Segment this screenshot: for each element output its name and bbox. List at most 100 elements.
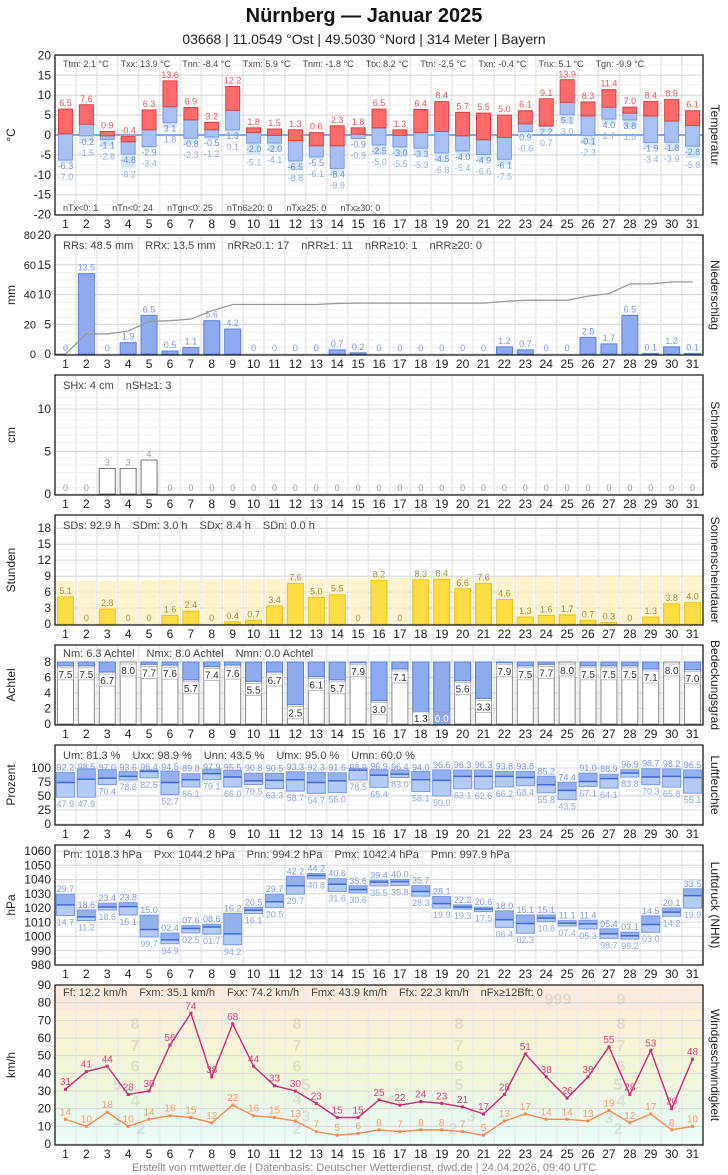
y-axis-title: °C: [4, 128, 18, 142]
min-label: 63.1: [454, 791, 472, 801]
max-label: 03.1: [621, 922, 639, 932]
cumulative-precip-line: [55, 281, 693, 355]
range-box-upper: [285, 771, 305, 781]
wind-mean-label: 13: [290, 1109, 302, 1120]
sunshine-label: 7.6: [289, 573, 302, 583]
x-tick-label: 23: [519, 627, 533, 641]
panel-title: Schneehöhe: [708, 401, 722, 469]
x-tick-label: 7: [188, 357, 195, 371]
max-label: 92.2: [57, 762, 75, 772]
beaufort-digit: 6: [455, 1058, 464, 1075]
beaufort-digit: 4: [386, 1094, 395, 1111]
tgmin-label: -4.1: [267, 155, 283, 165]
stat-value: Nm: 6.3 Achtel: [63, 648, 135, 660]
min-label: 54.7: [308, 795, 326, 805]
beaufort-digit: 3: [467, 1109, 476, 1126]
cloud-fill: [307, 661, 325, 678]
x-tick-label: 7: [188, 827, 195, 841]
x-tick-label: 7: [188, 1147, 195, 1161]
wind-mean-label: 6: [355, 1121, 361, 1132]
x-tick-label: 20: [456, 1147, 470, 1161]
max-label: 20.1: [663, 898, 681, 908]
wind-mean-label: 13: [582, 1109, 594, 1120]
y-tick-label: 100: [31, 761, 51, 775]
x-tick-label: 23: [519, 217, 533, 231]
precip-bar: [140, 314, 158, 355]
range-box-upper: [285, 875, 305, 887]
x-tick-label: 7: [188, 967, 195, 981]
min-label: 66.0: [224, 789, 242, 799]
snow-label: 0: [418, 483, 423, 493]
precip-label: 6.5: [624, 304, 637, 314]
y-tick-label: 20: [38, 1102, 52, 1116]
wind-gust-point: [356, 1116, 360, 1119]
y-tick-label-cumulative: 0: [30, 349, 36, 361]
sunshine-bar: [663, 603, 681, 625]
tmin-label: -3.3: [413, 149, 429, 159]
cloud-label-box: [203, 668, 221, 681]
range-box-lower: [285, 779, 305, 792]
tmax-label: 6.5: [59, 98, 72, 108]
wind-gust-point: [440, 1101, 444, 1105]
wind-gust-point: [628, 1093, 632, 1097]
cloud-label-box: [182, 681, 200, 695]
wind-gust-point: [293, 1089, 297, 1093]
x-tick-label: 13: [310, 217, 324, 231]
x-tick-label: 12: [289, 827, 303, 841]
range-box-lower: [641, 776, 661, 786]
wind-mean-point: [544, 1117, 548, 1121]
sunshine-bar: [328, 594, 346, 625]
sunshine-label: 0: [627, 613, 632, 623]
max-label: 95.5: [224, 763, 242, 773]
range-box-upper: [306, 771, 326, 784]
x-tick-label: 1: [62, 627, 69, 641]
precip-bar: [600, 343, 618, 355]
y-tick-label: 0: [44, 817, 51, 831]
x-tick-label: 21: [477, 217, 491, 231]
max-label: 15.0: [140, 905, 158, 915]
cloud-label: 7.9: [351, 667, 365, 678]
x-tick-label: 31: [686, 1147, 700, 1161]
snow-label: 0: [356, 483, 361, 493]
x-tick-label: 29: [644, 357, 658, 371]
tmin-label: -6.5: [288, 162, 304, 172]
tgmin-label: -2.3: [183, 150, 199, 160]
y-axis-title: km/h: [4, 1052, 18, 1078]
x-tick-label: 14: [331, 727, 345, 741]
beaufort-digit: 5: [455, 1077, 464, 1094]
x-tick-label: 23: [519, 1147, 533, 1161]
range-box-lower: [474, 775, 494, 790]
beaufort-digit: 2: [449, 1121, 458, 1138]
stat-value: RRx: 13.5 mm: [145, 240, 215, 252]
max-label: 98.7: [642, 759, 660, 769]
sunshine-bar: [642, 616, 660, 625]
beaufort-digit: 9: [617, 991, 626, 1008]
precip-label: 6.5: [143, 304, 156, 314]
panel-title: Bedeckungsgrad: [708, 640, 722, 730]
x-tick-label: 12: [289, 357, 303, 371]
tmax-bar: [496, 114, 512, 138]
min-label: 68.4: [517, 788, 535, 798]
wind-gust-point: [210, 1075, 214, 1079]
stat-value: Unn: 43.5 %: [204, 750, 265, 762]
x-tick-label: 29: [644, 217, 658, 231]
tmin-bar: [183, 119, 199, 139]
x-tick-label: 27: [602, 627, 616, 641]
y-axis-title: Stunden: [4, 548, 18, 593]
ground-min-bar: [267, 142, 282, 152]
cloud-label: 7.7: [539, 668, 553, 679]
x-tick-label: 16: [372, 357, 386, 371]
max-label: 93.8: [517, 761, 535, 771]
cloud-label-box: [307, 678, 325, 692]
cloud-label-box: [517, 667, 534, 681]
tmax-bar: [78, 104, 94, 125]
max-label: 40.0: [391, 870, 409, 880]
cloud-fill: [349, 661, 367, 664]
x-tick-label: 17: [393, 217, 407, 231]
possible-sunshine-bar: [223, 579, 242, 624]
x-tick-label: 18: [414, 727, 428, 741]
y-tick-label: 80: [38, 996, 52, 1010]
max-label: 94.5: [161, 762, 179, 772]
max-label: 02.4: [161, 923, 179, 933]
